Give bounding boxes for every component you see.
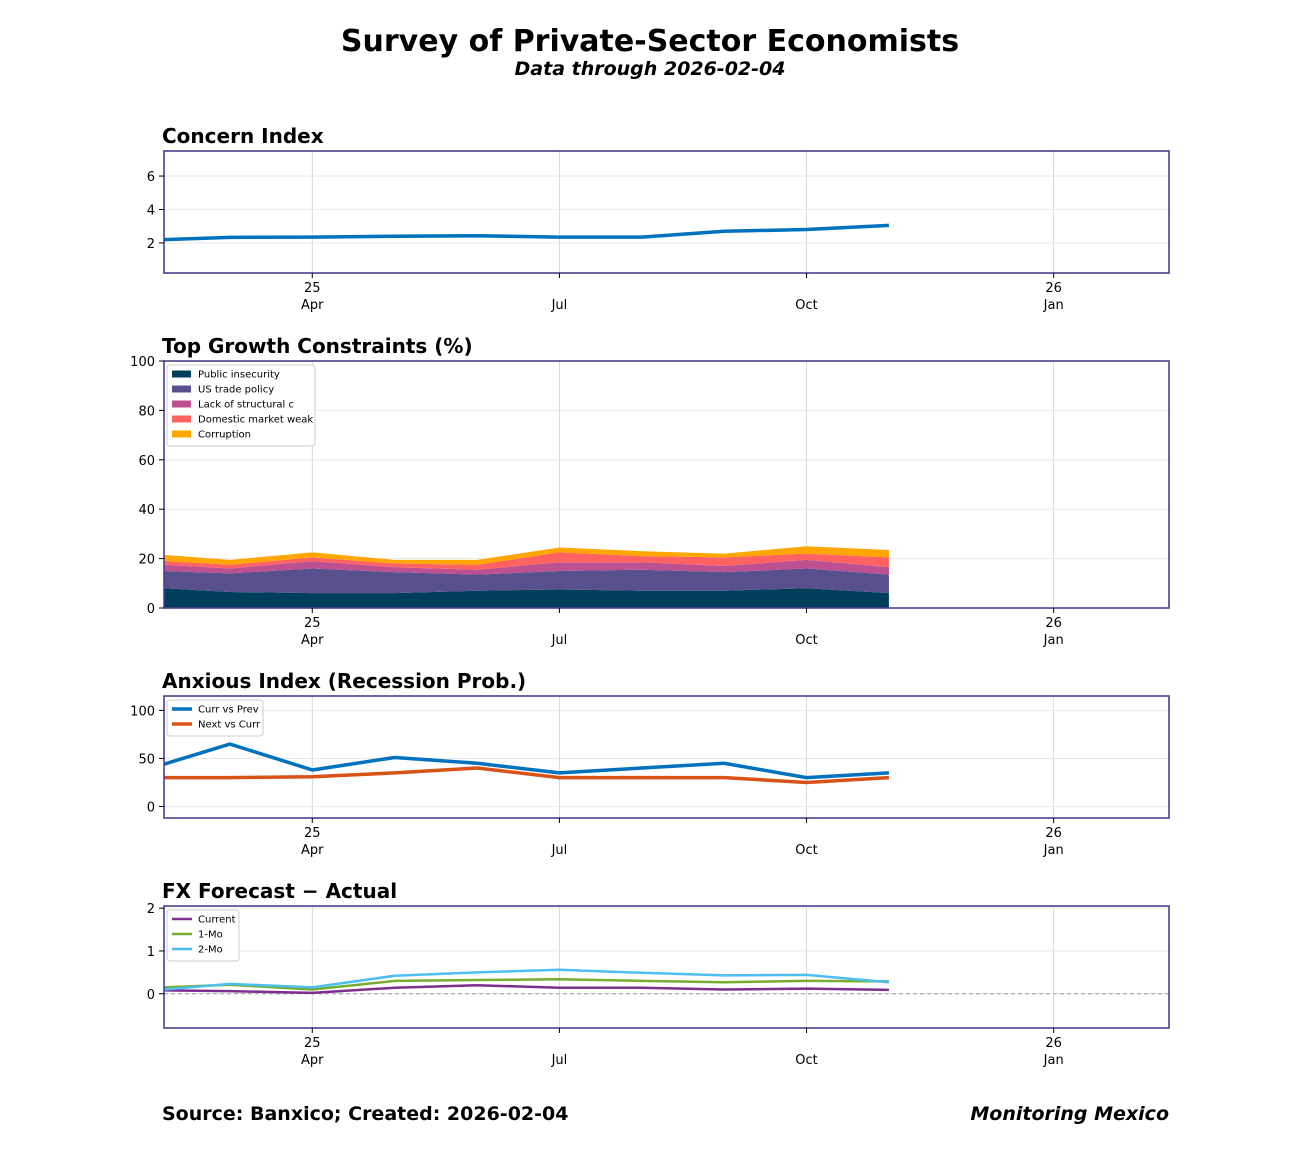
x-tick-month: Jul (551, 1053, 568, 1068)
line-series-1 (164, 766, 890, 785)
x-tick-year: 26 (1045, 826, 1062, 841)
legend-swatch (172, 415, 191, 423)
chart-panel-0: 2 4 6 25 Apr Jul Oct 26 Jan (147, 150, 1170, 313)
y-tick-label: 100 (130, 704, 155, 719)
x-tick-month: Apr (301, 298, 324, 313)
x-tick-month: Jul (551, 843, 568, 858)
plot-frame (163, 695, 1170, 819)
area-series-2 (164, 559, 889, 575)
x-tick-month: Apr (301, 1053, 324, 1068)
line-series-0 (163, 983, 889, 995)
legend-label: Public insecurity (198, 370, 280, 381)
panel-title-fx: FX Forecast − Actual (162, 879, 398, 903)
legend-swatch (172, 400, 191, 408)
x-tick-month: Oct (795, 298, 817, 313)
legend-label: Lack of structural c (198, 400, 294, 411)
line-series-1 (163, 977, 889, 991)
y-tick-label: 50 (138, 752, 155, 767)
y-tick-label: 80 (138, 404, 155, 419)
legend: Current 1-Mo 2-Mo (166, 909, 240, 962)
legend-swatch (172, 370, 191, 378)
legend-label: US trade policy (198, 385, 274, 396)
legend-label: Domestic market weak (198, 415, 313, 426)
legend: Public insecurity US trade policy Lack of … (166, 364, 316, 447)
source-note: Source: Banxico; Created: 2026-02-04 (162, 1103, 569, 1125)
x-tick-year: 25 (304, 1036, 321, 1051)
area-series-3 (164, 552, 889, 570)
x-tick-month: Jan (1043, 1053, 1064, 1068)
y-tick-label: 100 (130, 355, 155, 370)
y-tick-label: 0 (147, 602, 155, 617)
x-tick-month: Apr (301, 633, 324, 648)
x-tick-month: Oct (795, 633, 817, 648)
y-tick-label: 40 (138, 503, 155, 518)
x-tick-year: 25 (304, 616, 321, 631)
chart-panel-1: 0 20 40 60 80 100 25 Apr Jul Oct 26 Jan Public insec… (130, 355, 1170, 648)
panel-title-concern: Concern Index (162, 124, 324, 148)
x-tick-month: Apr (301, 843, 324, 858)
plot-frame (163, 360, 1170, 609)
x-tick-month: Oct (795, 843, 817, 858)
x-tick-month: Jul (551, 298, 568, 313)
y-tick-label: 4 (147, 203, 155, 218)
x-tick-month: Oct (795, 1053, 817, 1068)
legend-box (166, 364, 316, 447)
y-tick-label: 0 (147, 800, 155, 815)
legend: Curr vs Prev Next vs Curr (166, 699, 264, 737)
page-subtitle: Data through 2026-02-04 (514, 58, 786, 80)
panel-title-anxious: Anxious Index (Recession Prob.) (162, 669, 527, 693)
y-tick-label: 2 (147, 237, 155, 252)
y-tick-label: 60 (138, 454, 155, 469)
chart-panel-2: 0 50 100 25 Apr Jul Oct 26 Jan Curr vs Prev Next v… (130, 695, 1170, 858)
panel-title-constraints: Top Growth Constraints (%) (162, 334, 473, 358)
y-tick-label: 0 (147, 988, 155, 1003)
area-series-1 (164, 568, 889, 594)
x-tick-month: Jan (1043, 633, 1064, 648)
legend-label: Curr vs Prev (198, 705, 259, 716)
line-series-2 (163, 968, 890, 991)
line-series-0 (163, 742, 890, 780)
legend-label: Next vs Curr (198, 720, 261, 731)
chart-panel-3: 0 1 2 25 Apr Jul Oct 26 Jan Current 1-Mo 2-Mo (147, 902, 1170, 1068)
legend-label: 1-Mo (198, 930, 223, 941)
y-tick-label: 6 (147, 170, 155, 185)
legend-swatch (172, 430, 191, 438)
y-tick-label: 2 (147, 902, 155, 917)
legend-label: Current (198, 915, 236, 926)
line-series-0 (163, 223, 890, 242)
legend-label: Corruption (198, 430, 251, 441)
x-tick-year: 26 (1045, 616, 1062, 631)
y-tick-label: 1 (147, 945, 155, 960)
plot-frame (163, 150, 1170, 274)
page-title: Survey of Private-Sector Economists (340, 24, 960, 59)
area-series-4 (164, 546, 889, 565)
x-tick-year: 25 (304, 826, 321, 841)
y-tick-label: 20 (138, 553, 155, 568)
legend-swatch (172, 385, 191, 393)
plot-frame (163, 905, 1170, 1029)
x-tick-month: Jan (1043, 843, 1064, 858)
legend-label: 2-Mo (198, 945, 223, 956)
x-tick-year: 25 (304, 281, 321, 296)
x-tick-year: 26 (1045, 1036, 1062, 1051)
x-tick-year: 26 (1045, 281, 1062, 296)
x-tick-month: Jan (1043, 298, 1064, 313)
x-tick-month: Jul (551, 633, 568, 648)
brand-name: Monitoring Mexico (970, 1103, 1169, 1125)
